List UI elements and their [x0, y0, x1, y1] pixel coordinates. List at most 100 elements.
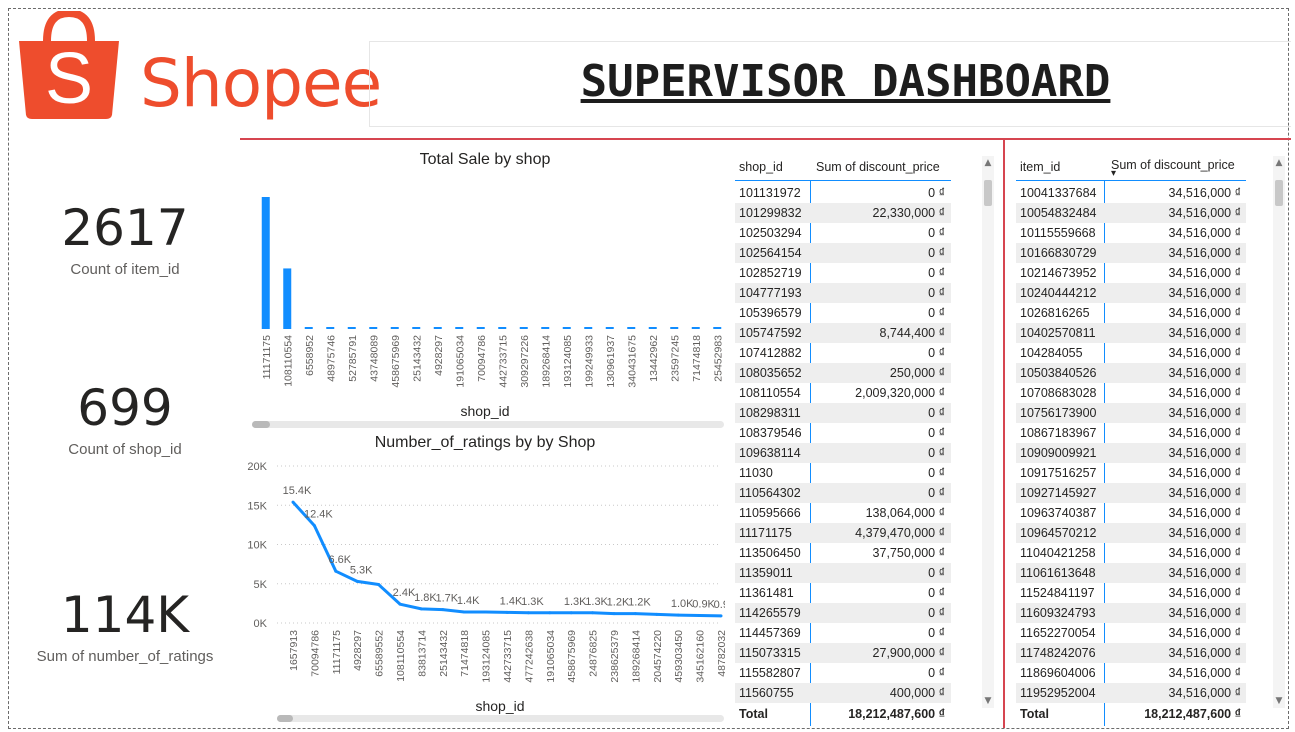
line-point[interactable]	[719, 614, 723, 618]
line-point[interactable]	[655, 612, 659, 616]
table-row[interactable]: 102564154 0 ₫	[735, 243, 951, 263]
table-row[interactable]: 11361481 0 ₫	[735, 583, 951, 603]
table-row[interactable]: 10708683028 34,516,000 ₫	[1016, 383, 1246, 403]
table-row[interactable]: 108298311 0 ₫	[735, 403, 951, 423]
bar[interactable]	[562, 327, 571, 329]
line-point[interactable]	[377, 583, 381, 587]
table-row[interactable]: 102852719 0 ₫	[735, 263, 951, 283]
table-row[interactable]: 104284055 34,516,000 ₫	[1016, 343, 1246, 363]
table-row[interactable]: 10503840526 34,516,000 ₫	[1016, 363, 1246, 383]
bar[interactable]	[670, 327, 679, 329]
table-row[interactable]: 10909009921 34,516,000 ₫	[1016, 443, 1246, 463]
table-row[interactable]: 108035652 250,000 ₫	[735, 363, 951, 383]
line-point[interactable]	[612, 612, 616, 616]
scroll-down-icon[interactable]: ▼	[984, 696, 992, 706]
bar[interactable]	[412, 327, 421, 329]
table-row[interactable]: 11030 0 ₫	[735, 463, 951, 483]
line-point[interactable]	[484, 610, 488, 614]
bar[interactable]	[304, 327, 313, 329]
bar[interactable]	[369, 327, 378, 329]
bar[interactable]	[498, 327, 507, 329]
bar[interactable]	[584, 327, 593, 329]
sort-desc-icon[interactable]: ▾	[1111, 168, 1117, 179]
line-point[interactable]	[398, 602, 402, 606]
scroll-thumb[interactable]	[1275, 180, 1283, 206]
shop-table-scrollbar[interactable]: ▲ ▼	[982, 156, 994, 708]
table-row[interactable]: 11061613648 34,516,000 ₫	[1016, 563, 1246, 583]
line-point[interactable]	[334, 569, 338, 573]
table-row[interactable]: 109638114 0 ₫	[735, 443, 951, 463]
bar-chart-scrollbar[interactable]	[252, 421, 724, 428]
table-row[interactable]: 10402570811 34,516,000 ₫	[1016, 323, 1246, 343]
scroll-up-icon[interactable]: ▲	[1275, 158, 1283, 168]
table-row[interactable]: 11748242076 34,516,000 ₫	[1016, 643, 1246, 663]
table-row[interactable]: 10214673952 34,516,000 ₫	[1016, 263, 1246, 283]
bar[interactable]	[347, 327, 356, 329]
table-row[interactable]: 10240444212 34,516,000 ₫	[1016, 283, 1246, 303]
table-row[interactable]: 108379546 0 ₫	[735, 423, 951, 443]
bar-chart-scroll-thumb[interactable]	[252, 421, 270, 428]
bar[interactable]	[283, 268, 292, 329]
table-row[interactable]: 10867183967 34,516,000 ₫	[1016, 423, 1246, 443]
header-item-id[interactable]: item_id	[1020, 160, 1061, 174]
line-point[interactable]	[312, 524, 316, 528]
table-row[interactable]: 11560755 400,000 ₫	[735, 683, 951, 703]
bar[interactable]	[455, 327, 464, 329]
line-point[interactable]	[676, 613, 680, 617]
table-row[interactable]: 11609324793 34,516,000 ₫	[1016, 603, 1246, 623]
table-row[interactable]: 10964570212 34,516,000 ₫	[1016, 523, 1246, 543]
table-row[interactable]: 11524841197 34,516,000 ₫	[1016, 583, 1246, 603]
scroll-down-icon[interactable]: ▼	[1275, 696, 1283, 706]
bar-chart[interactable]: 11171175 108110554 6558952 48975746 52785791…	[245, 175, 725, 400]
bar[interactable]	[648, 327, 657, 329]
line-point[interactable]	[419, 607, 423, 611]
table-row[interactable]: 108110554 2,009,320,000 ₫	[735, 383, 951, 403]
table-row[interactable]: 105396579 0 ₫	[735, 303, 951, 323]
table-row[interactable]: 11652270054 34,516,000 ₫	[1016, 623, 1246, 643]
scroll-up-icon[interactable]: ▲	[984, 158, 992, 168]
line-point[interactable]	[462, 610, 466, 614]
table-row[interactable]: 11171175 4,379,470,000 ₫	[735, 523, 951, 543]
bar[interactable]	[390, 327, 399, 329]
table-row[interactable]: 114457369 0 ₫	[735, 623, 951, 643]
table-row[interactable]: 113506450 37,750,000 ₫	[735, 543, 951, 563]
bar[interactable]	[627, 327, 636, 329]
header-shop-id[interactable]: shop_id	[739, 160, 783, 174]
header-discount-price[interactable]: Sum of discount_price	[1111, 158, 1235, 172]
line-chart[interactable]: 20K 15K 10K 5K 0K 15.4K 1657913 12.4K 70094786 6.…	[245, 455, 725, 695]
bar[interactable]	[605, 327, 614, 329]
table-row[interactable]: 101131972 0 ₫	[735, 183, 951, 203]
line-point[interactable]	[633, 612, 637, 616]
table-row[interactable]: 107412882 0 ₫	[735, 343, 951, 363]
line-point[interactable]	[505, 610, 509, 614]
line-point[interactable]	[591, 611, 595, 615]
bar[interactable]	[541, 327, 550, 329]
bar[interactable]	[433, 327, 442, 329]
table-row[interactable]: 115582807 0 ₫	[735, 663, 951, 683]
table-row[interactable]: 10041337684 34,516,000 ₫	[1016, 183, 1246, 203]
line-point[interactable]	[291, 500, 295, 504]
line-point[interactable]	[526, 611, 530, 615]
table-row[interactable]: 10166830729 34,516,000 ₫	[1016, 243, 1246, 263]
line-chart-scrollbar[interactable]	[277, 715, 724, 722]
table-row[interactable]: 11359011 0 ₫	[735, 563, 951, 583]
table-row[interactable]: 105747592 8,744,400 ₫	[735, 323, 951, 343]
bar[interactable]	[691, 327, 700, 329]
table-row[interactable]: 110595666 138,064,000 ₫	[735, 503, 951, 523]
table-row[interactable]: 102503294 0 ₫	[735, 223, 951, 243]
table-row[interactable]: 101299832 22,330,000 ₫	[735, 203, 951, 223]
table-row[interactable]: 10756173900 34,516,000 ₫	[1016, 403, 1246, 423]
table-row[interactable]: 104777193 0 ₫	[735, 283, 951, 303]
line-point[interactable]	[569, 611, 573, 615]
table-row[interactable]: 11040421258 34,516,000 ₫	[1016, 543, 1246, 563]
table-row[interactable]: 10927145927 34,516,000 ₫	[1016, 483, 1246, 503]
bar[interactable]	[261, 197, 270, 329]
line-point[interactable]	[698, 614, 702, 618]
bar[interactable]	[519, 327, 528, 329]
table-row[interactable]: 10963740387 34,516,000 ₫	[1016, 503, 1246, 523]
scroll-thumb[interactable]	[984, 180, 992, 206]
line-point[interactable]	[441, 608, 445, 612]
table-row[interactable]: 115073315 27,900,000 ₫	[735, 643, 951, 663]
line-point[interactable]	[355, 579, 359, 583]
line-point[interactable]	[548, 611, 552, 615]
